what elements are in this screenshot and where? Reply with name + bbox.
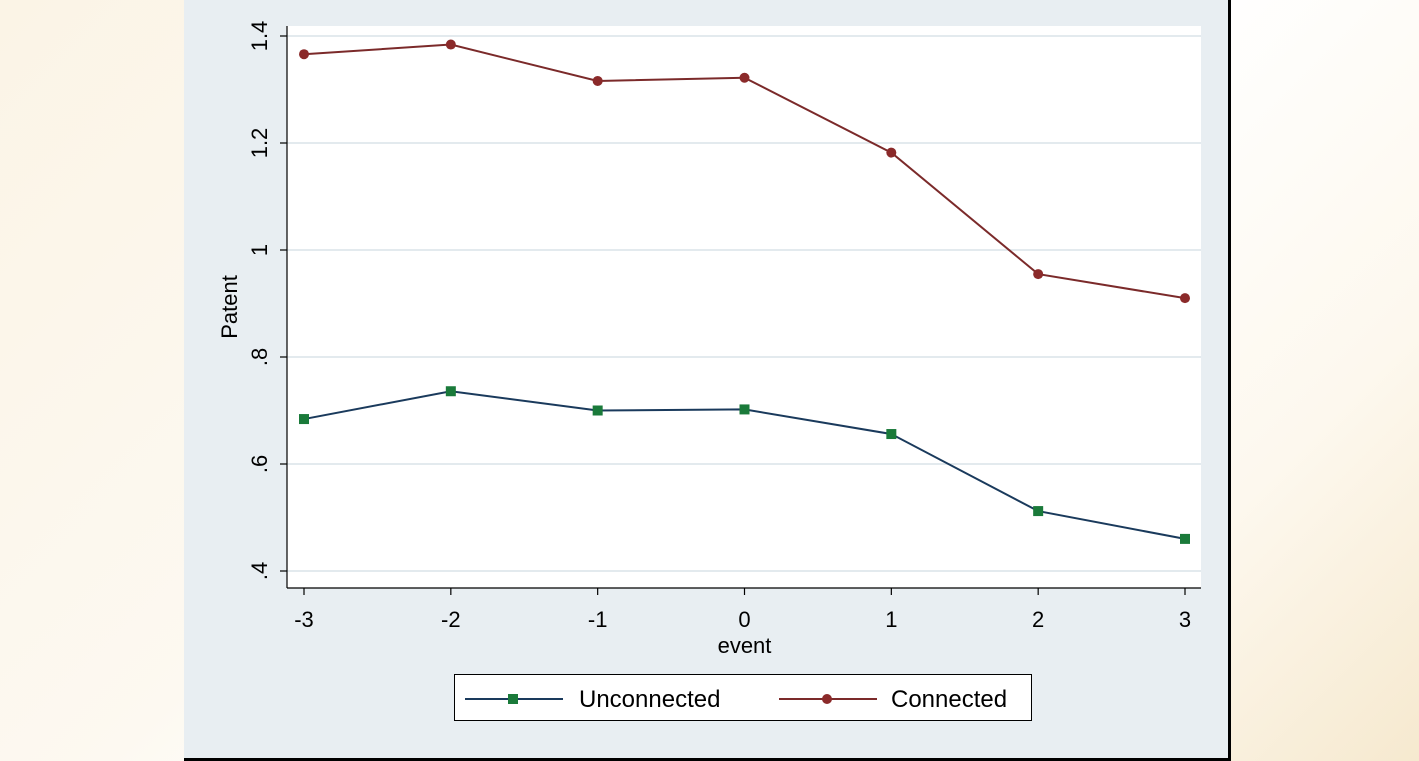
legend-marker-connected bbox=[822, 694, 832, 704]
point-connected bbox=[1033, 269, 1044, 280]
point-connected bbox=[445, 39, 456, 50]
plot-area bbox=[287, 26, 1201, 588]
point-connected bbox=[592, 75, 603, 86]
x-tick-label: -2 bbox=[441, 607, 461, 632]
chart-panel: .4 .6 .8 1 1.2 1.4 -3 -2 -1 0 1 2 3 event Patent Unc… bbox=[184, 0, 1231, 761]
point-connected bbox=[886, 147, 897, 158]
x-tick-label: -1 bbox=[588, 607, 608, 632]
x-tick-label: 2 bbox=[1032, 607, 1044, 632]
point-unconnected bbox=[592, 405, 603, 416]
grid-lines bbox=[287, 35, 1201, 572]
y-tick-label: 1.2 bbox=[247, 128, 272, 159]
point-connected bbox=[299, 49, 309, 60]
x-axis-title: event bbox=[718, 633, 772, 658]
x-tick-label: -3 bbox=[294, 607, 314, 632]
x-tick-label: 0 bbox=[738, 607, 750, 632]
y-tick-label: .4 bbox=[247, 562, 272, 580]
y-axis-title: Patent bbox=[217, 275, 242, 339]
point-unconnected bbox=[739, 404, 750, 415]
axes: .4 .6 .8 1 1.2 1.4 -3 -2 -1 0 1 2 3 bbox=[247, 21, 1201, 632]
legend-marker-unconnected bbox=[508, 694, 518, 704]
point-unconnected bbox=[445, 386, 456, 397]
point-unconnected bbox=[1033, 506, 1044, 517]
y-tick-label: .8 bbox=[247, 348, 272, 366]
legend-label-unconnected: Unconnected bbox=[579, 686, 721, 713]
point-unconnected bbox=[1180, 533, 1190, 544]
legend-key-unconnected bbox=[465, 694, 563, 704]
legend-key-connected bbox=[779, 694, 877, 704]
y-tick-label: 1 bbox=[247, 244, 272, 256]
legend-label-connected: Connected bbox=[891, 686, 1008, 713]
point-connected bbox=[1180, 293, 1190, 304]
legend: Unconnected Connected bbox=[454, 674, 1032, 721]
series-layer bbox=[299, 39, 1190, 544]
x-tick-label: 1 bbox=[885, 607, 897, 632]
line-chart: .4 .6 .8 1 1.2 1.4 -3 -2 -1 0 1 2 3 event Patent bbox=[217, 21, 1201, 658]
point-unconnected bbox=[886, 429, 897, 440]
point-unconnected bbox=[299, 414, 309, 425]
point-connected bbox=[739, 72, 750, 83]
x-tick-label: 3 bbox=[1179, 607, 1191, 632]
y-tick-label: .6 bbox=[247, 455, 272, 473]
y-tick-label: 1.4 bbox=[247, 21, 272, 52]
